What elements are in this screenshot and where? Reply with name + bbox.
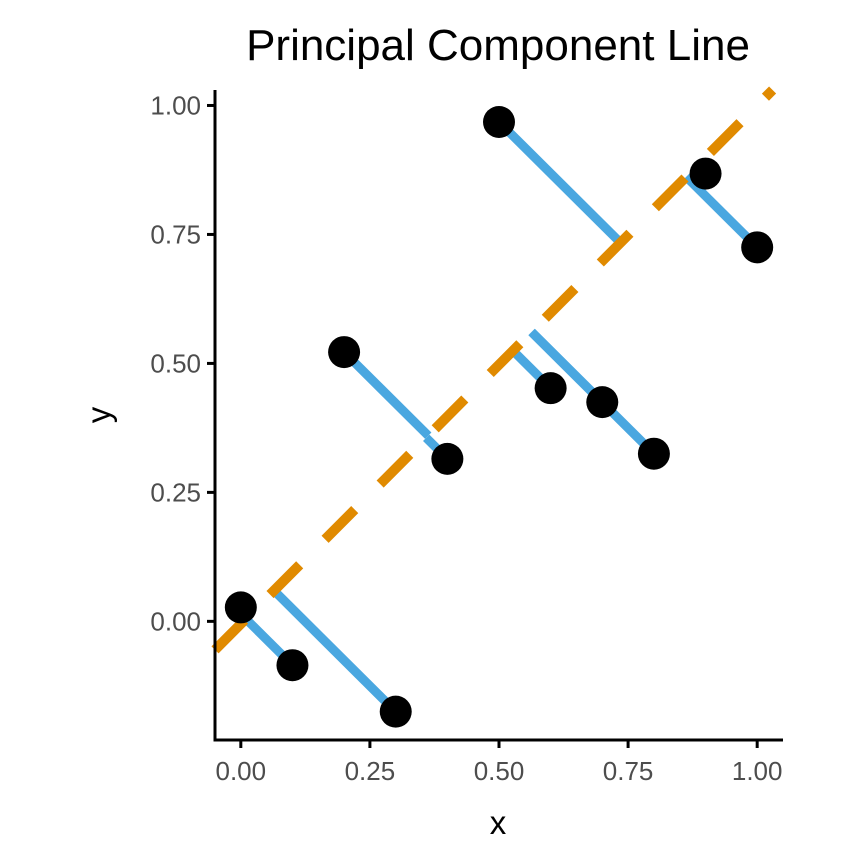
x-axis-title: x bbox=[490, 804, 507, 841]
x-tick-label: 0.75 bbox=[603, 756, 654, 786]
data-point bbox=[224, 591, 257, 624]
data-point bbox=[483, 105, 515, 138]
data-point bbox=[431, 442, 464, 475]
y-tick-label: 0.50 bbox=[150, 348, 201, 378]
data-point bbox=[741, 231, 774, 264]
y-tick-label: 1.00 bbox=[150, 90, 201, 120]
x-tick-label: 0.25 bbox=[345, 756, 396, 786]
data-point bbox=[379, 695, 412, 728]
data-point bbox=[586, 386, 619, 419]
x-tick-label: 0.00 bbox=[216, 756, 267, 786]
data-point bbox=[328, 336, 361, 369]
projection-segment bbox=[340, 348, 432, 439]
y-tick-label: 0.75 bbox=[150, 219, 201, 249]
y-tick-label: 0.25 bbox=[150, 477, 201, 507]
principal-component-line bbox=[211, 86, 777, 654]
data-point bbox=[534, 372, 567, 405]
projection-segment bbox=[270, 587, 399, 715]
y-tick-label: 0.00 bbox=[150, 606, 201, 636]
chart-title: Principal Component Line bbox=[246, 21, 750, 70]
projection-segment bbox=[683, 173, 761, 251]
data-point bbox=[276, 649, 309, 682]
plot-area: 0.00 0.25 0.50 0.75 1.00 0.00 0.25 0.50 0.75 1.00 bbox=[150, 86, 783, 786]
data-point bbox=[689, 157, 722, 190]
projection-segment bbox=[495, 118, 624, 246]
x-tick-label: 0.50 bbox=[474, 756, 525, 786]
data-point bbox=[637, 437, 670, 470]
x-tick-label: 1.00 bbox=[732, 756, 783, 786]
y-axis-title: y bbox=[80, 406, 117, 423]
